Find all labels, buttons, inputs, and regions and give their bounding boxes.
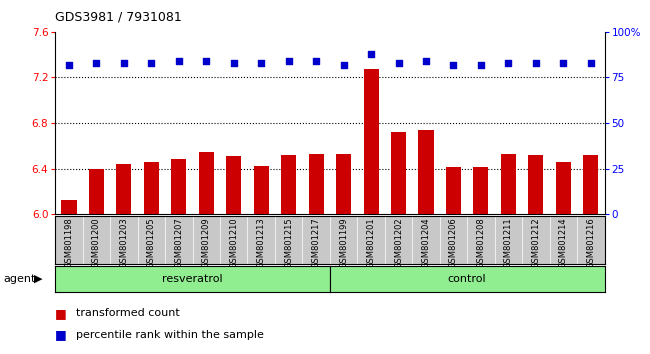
Text: ■: ■ [55, 328, 67, 341]
Text: GSM801203: GSM801203 [120, 217, 129, 268]
Text: GSM801200: GSM801200 [92, 217, 101, 268]
Bar [419, 130, 434, 354]
Bar [62, 200, 77, 354]
Text: GSM801208: GSM801208 [476, 217, 486, 268]
Point [448, 62, 459, 68]
Bar [363, 69, 378, 354]
Point [146, 60, 157, 66]
Text: GSM801214: GSM801214 [559, 217, 568, 268]
Text: GDS3981 / 7931081: GDS3981 / 7931081 [55, 10, 182, 23]
Point [174, 58, 184, 64]
Text: ■: ■ [55, 307, 67, 320]
Text: transformed count: transformed count [76, 308, 180, 318]
Text: GSM801217: GSM801217 [311, 217, 320, 268]
Text: agent: agent [3, 274, 36, 284]
Bar [199, 152, 214, 354]
Point [558, 60, 569, 66]
Bar [556, 162, 571, 354]
Bar [281, 155, 296, 354]
Text: GSM801216: GSM801216 [586, 217, 595, 268]
Bar [446, 167, 461, 354]
Text: GSM801211: GSM801211 [504, 217, 513, 268]
Text: GSM801199: GSM801199 [339, 217, 348, 268]
Text: GSM801207: GSM801207 [174, 217, 183, 268]
Text: GSM801213: GSM801213 [257, 217, 266, 268]
Bar [528, 155, 543, 354]
Point [256, 60, 266, 66]
Bar [473, 167, 488, 354]
Point [339, 62, 349, 68]
Bar [254, 166, 268, 354]
Text: control: control [448, 274, 486, 284]
Bar [501, 154, 516, 354]
Bar [116, 164, 131, 354]
Text: GSM801201: GSM801201 [367, 217, 376, 268]
Point [393, 60, 404, 66]
Text: GSM801198: GSM801198 [64, 217, 73, 268]
Point [91, 60, 101, 66]
Point [421, 58, 431, 64]
Bar [172, 159, 187, 354]
Point [201, 58, 211, 64]
Text: GSM801210: GSM801210 [229, 217, 239, 268]
Point [64, 62, 74, 68]
Bar [336, 154, 351, 354]
Point [311, 58, 321, 64]
Text: GSM801215: GSM801215 [284, 217, 293, 268]
Text: percentile rank within the sample: percentile rank within the sample [76, 330, 264, 339]
Text: GSM801209: GSM801209 [202, 217, 211, 268]
Point [586, 60, 596, 66]
Text: GSM801204: GSM801204 [421, 217, 430, 268]
Bar [583, 155, 598, 354]
Point [503, 60, 514, 66]
Text: ▶: ▶ [34, 274, 42, 284]
Text: resveratrol: resveratrol [162, 274, 223, 284]
Bar [89, 169, 104, 354]
Text: GSM801212: GSM801212 [531, 217, 540, 268]
Point [476, 62, 486, 68]
Point [119, 60, 129, 66]
Point [366, 51, 376, 57]
Bar [226, 156, 241, 354]
Bar [309, 154, 324, 354]
Text: GSM801202: GSM801202 [394, 217, 403, 268]
Text: GSM801206: GSM801206 [449, 217, 458, 268]
Point [530, 60, 541, 66]
Text: GSM801205: GSM801205 [147, 217, 156, 268]
Bar [144, 162, 159, 354]
Bar [391, 132, 406, 354]
Point [229, 60, 239, 66]
Point [283, 58, 294, 64]
